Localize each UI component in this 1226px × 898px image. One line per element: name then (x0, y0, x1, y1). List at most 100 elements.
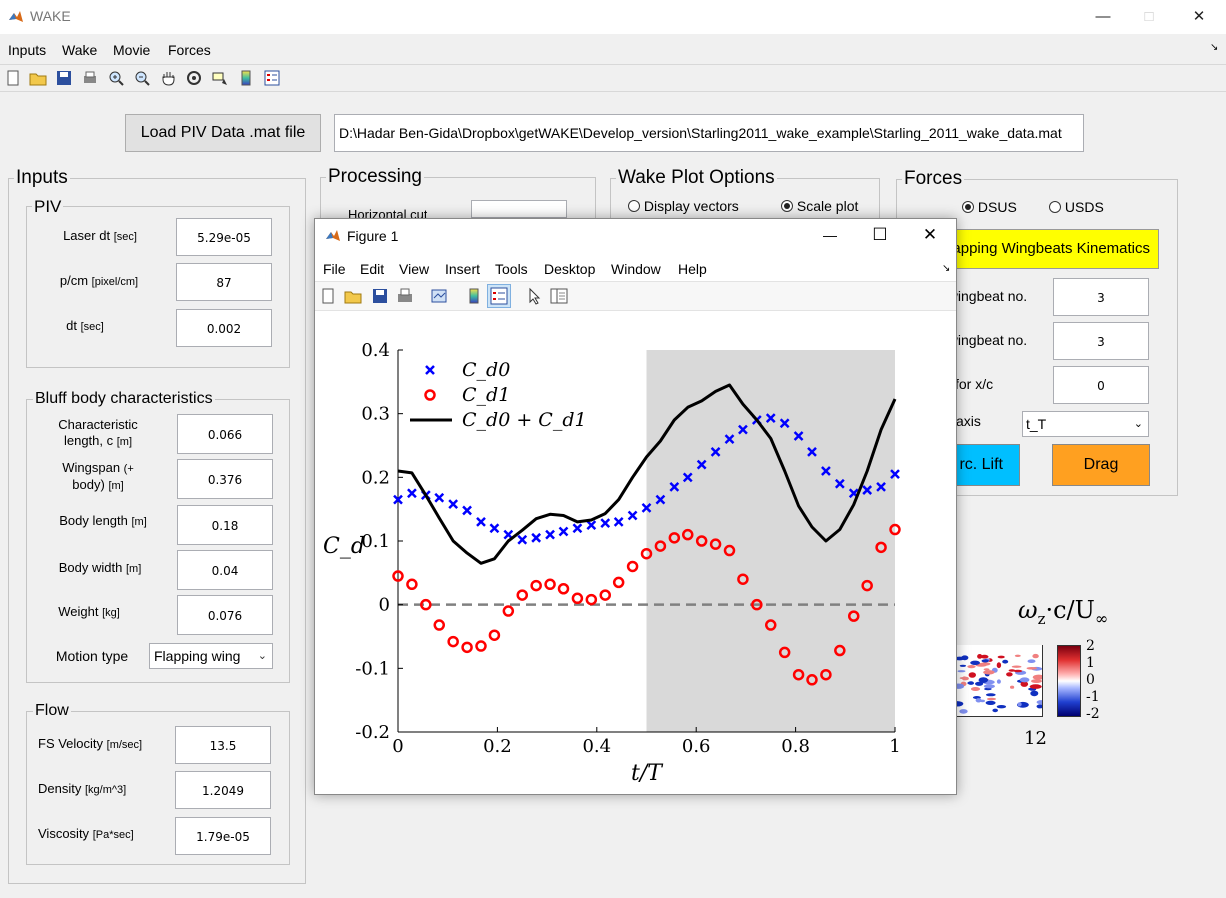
minimize-icon[interactable]: — (823, 227, 837, 243)
data-point-cd0 (448, 499, 459, 509)
figure-window[interactable]: Figure 1 — ☐ ✕ File Edit View Insert Too… (314, 218, 957, 795)
data-point-cd1 (461, 641, 473, 654)
weight-field[interactable]: 0.076 (177, 595, 273, 635)
data-point-cd0 (434, 492, 445, 503)
pcm-field[interactable]: 87 (176, 263, 272, 301)
legend-icon[interactable] (261, 67, 283, 89)
dock-arrow-icon[interactable]: ↘ (1210, 42, 1219, 53)
fig-menu-window[interactable]: Window (611, 261, 661, 277)
vortex-blob (996, 679, 1001, 684)
rotate-icon[interactable] (183, 67, 205, 89)
colorbar-title-omega: ω (1018, 596, 1038, 624)
colorbar-ticks: 2 1 0 -1 -2 (1086, 638, 1100, 723)
body-length-field[interactable]: 0.18 (177, 505, 273, 545)
motion-type-value: Flapping wing (154, 648, 241, 664)
vortex-blob (959, 664, 967, 667)
print-icon[interactable] (396, 287, 414, 308)
menu-forces[interactable]: Forces (168, 42, 211, 58)
usds-radio[interactable]: USDS (1049, 199, 1104, 215)
motion-type-select[interactable]: Flapping wing ⌄ (149, 643, 273, 669)
data-point-cd0 (738, 424, 748, 435)
fig-menu-tools[interactable]: Tools (495, 261, 528, 277)
horizontal-cut-field[interactable] (471, 200, 567, 218)
colorbar-icon[interactable] (465, 287, 483, 308)
vortex-blob (997, 655, 1005, 659)
fig-menu-file[interactable]: File (323, 261, 346, 277)
load-piv-button[interactable]: Load PIV Data .mat file (125, 114, 321, 152)
fig-menu-help[interactable]: Help (678, 261, 707, 277)
vorticity-plot[interactable] (957, 645, 1043, 717)
fig-menu-insert[interactable]: Insert (445, 261, 481, 277)
property-editor-icon[interactable] (550, 287, 568, 308)
xc-field[interactable]: 0 (1053, 366, 1149, 404)
data-point-cd1 (571, 592, 584, 605)
start-wingbeat-field[interactable]: 3 (1053, 278, 1149, 316)
flow-panel (26, 711, 290, 865)
scale-plot-radio[interactable]: Scale plot (781, 198, 858, 214)
legend-toggle-icon[interactable] (487, 284, 511, 308)
vortex-blob (1029, 684, 1042, 689)
y-axis-label: C_d (323, 534, 365, 559)
char-length-field[interactable]: 0.066 (177, 414, 273, 454)
new-file-icon[interactable] (2, 67, 24, 89)
laser-dt-field[interactable]: 5.29e-05 (176, 218, 272, 256)
dsus-radio[interactable]: DSUS (962, 199, 1017, 215)
colorbar-icon[interactable] (235, 67, 257, 89)
pointer-arrow-icon[interactable] (526, 287, 544, 308)
menu-movie[interactable]: Movie (113, 42, 151, 58)
zoom-out-icon[interactable] (131, 67, 153, 89)
body-width-label: Body width [m] (58, 560, 142, 575)
data-point-cd1 (668, 532, 681, 544)
menu-inputs[interactable]: Inputs (8, 42, 47, 58)
vortex-blob (970, 687, 981, 691)
menu-wake[interactable]: Wake (62, 42, 98, 58)
drag-coefficient-chart[interactable]: 0 0.2 0.4 0.6 0.8 1 0.4 0.3 0.2 0.1 0 -0.1 -0.2 t/T C_… (315, 312, 956, 794)
dock-arrow-icon[interactable]: ↘ (942, 263, 951, 274)
close-icon[interactable]: ✕ (1192, 8, 1206, 25)
drag-button[interactable]: Drag (1052, 444, 1150, 486)
save-icon[interactable] (371, 287, 389, 308)
file-path-field[interactable]: D:\Hadar Ben-Gida\Dropbox\getWAKE\Develo… (334, 114, 1084, 152)
zoom-in-icon[interactable] (105, 67, 127, 89)
fig-menu-edit[interactable]: Edit (360, 261, 385, 277)
fs-velocity-label: FS Velocity [m/sec] (38, 736, 143, 751)
end-wingbeat-label: t wingbeat no. (940, 332, 1028, 348)
dt-field[interactable]: 0.002 (176, 309, 272, 347)
vortex-blob (1011, 665, 1022, 668)
body-width-field[interactable]: 0.04 (177, 550, 273, 590)
char-length-label: Characteristic length, c [m] (58, 417, 138, 448)
chevron-down-icon: ⌄ (1133, 418, 1143, 430)
data-point-cd1 (488, 629, 501, 641)
fs-velocity-field[interactable]: 13.5 (175, 726, 271, 764)
print-icon[interactable] (79, 67, 101, 89)
colorbar[interactable] (1057, 645, 1081, 717)
viscosity-field[interactable]: 1.79e-05 (175, 817, 271, 855)
wingspan-field[interactable]: 0.376 (177, 459, 273, 499)
fig-menu-desktop[interactable]: Desktop (544, 261, 596, 277)
matlab-icon (325, 228, 341, 244)
save-icon[interactable] (53, 67, 75, 89)
fig-menu-view[interactable]: View (399, 261, 430, 277)
end-wingbeat-field[interactable]: 3 (1053, 322, 1149, 360)
open-folder-icon[interactable] (27, 67, 49, 89)
open-folder-icon[interactable] (344, 287, 362, 308)
vortex-blob (983, 668, 990, 671)
inputs-panel (8, 178, 306, 884)
axis-select[interactable]: t_T ⌄ (1022, 411, 1149, 437)
vortex-blob (1017, 702, 1022, 707)
minimize-icon[interactable]: — (1095, 8, 1111, 25)
close-icon[interactable]: ✕ (922, 225, 938, 244)
figure-canvas[interactable]: 0 0.2 0.4 0.6 0.8 1 0.4 0.3 0.2 0.1 0 -0.1 -0.2 t/T C_… (315, 312, 956, 794)
display-vectors-label: Display vectors (643, 198, 739, 214)
data-point-cd0 (724, 434, 735, 445)
density-field[interactable]: 1.2049 (175, 771, 271, 809)
display-vectors-radio[interactable]: Display vectors (628, 198, 739, 214)
pan-hand-icon[interactable] (157, 67, 179, 89)
data-cursor-icon[interactable] (209, 67, 231, 89)
link-plot-icon[interactable] (430, 287, 448, 308)
maximize-icon[interactable]: □ (1144, 8, 1154, 25)
maximize-icon[interactable]: ☐ (872, 225, 888, 244)
colorbar-title: ωz·c/U∞ (1018, 596, 1108, 628)
y-tick-label: 0.2 (361, 467, 390, 488)
new-figure-icon[interactable] (319, 287, 337, 308)
